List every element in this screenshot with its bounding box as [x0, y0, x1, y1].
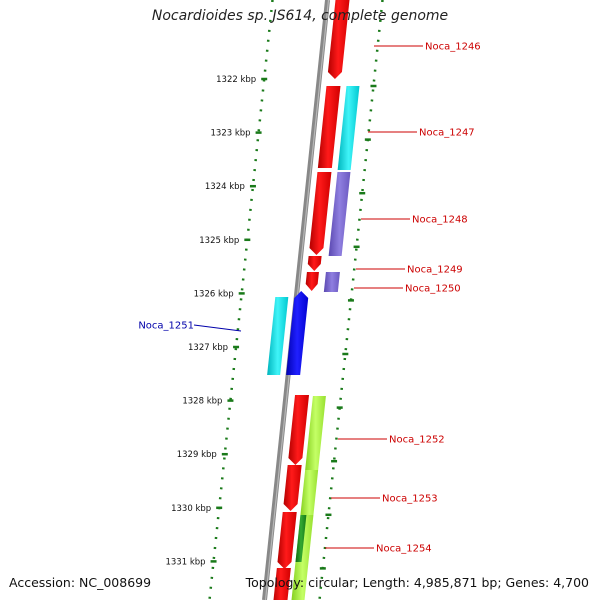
gene-label-noca-1249[interactable]: Noca_1249	[407, 265, 463, 276]
feature-track	[267, 0, 360, 600]
feature-noca-1254-domain[interactable]	[291, 515, 314, 600]
ruler-tick-label: 1331 kbp	[165, 557, 205, 567]
feature-noca-1252-domain[interactable]	[305, 396, 326, 470]
gene-noca-1246[interactable]	[327, 0, 351, 79]
genome-stats-text: Topology: circular; Length: 4,985,871 bp…	[245, 575, 589, 590]
ruler-tick-label: 1325 kbp	[199, 236, 239, 246]
ruler-dots-left	[208, 0, 274, 600]
feature-noca-1251-domain[interactable]	[267, 297, 289, 375]
accession-text: Accession: NC_008699	[9, 575, 152, 590]
gene-label-noca-1247[interactable]: Noca_1247	[419, 128, 475, 139]
feature-noca-1254-subdomain[interactable]	[295, 515, 307, 562]
feature-noca-1250-domain[interactable]	[323, 272, 340, 292]
ruler-tick-label: 1328 kbp	[182, 397, 222, 407]
gene-labels: Noca_1246 Noca_1247 Noca_1248 Noca_1249 Noca…	[138, 42, 480, 555]
gene-label-leader	[193, 324, 242, 332]
gene-noca-1250[interactable]	[305, 272, 319, 291]
gene-noca-1251[interactable]	[286, 291, 309, 375]
feature-noca-1248-domain[interactable]	[328, 172, 351, 256]
gene-label-noca-1253[interactable]: Noca_1253	[382, 494, 438, 505]
gene-label-noca-1250[interactable]: Noca_1250	[405, 284, 461, 295]
gene-label-noca-1251[interactable]: Noca_1251	[138, 321, 194, 332]
ruler-tick-label: 1323 kbp	[211, 129, 251, 139]
gene-noca-1249[interactable]	[307, 256, 322, 271]
gene-label-noca-1246[interactable]: Noca_1246	[425, 42, 481, 53]
gene-noca-1255-partial[interactable]	[272, 568, 291, 600]
gene-label-noca-1248[interactable]: Noca_1248	[412, 215, 468, 226]
ruler-tick-label: 1322 kbp	[216, 75, 256, 85]
ruler-tick-label: 1329 kbp	[177, 450, 217, 460]
gene-label-noca-1252[interactable]: Noca_1252	[389, 435, 445, 446]
gene-label-noca-1254[interactable]: Noca_1254	[376, 544, 432, 555]
gene-noca-1254[interactable]	[277, 512, 297, 569]
feature-noca-1247-domain[interactable]	[337, 86, 360, 170]
gene-noca-1248[interactable]	[309, 172, 332, 255]
gene-noca-1252[interactable]	[288, 395, 310, 465]
ruler-tick-label: 1324 kbp	[205, 182, 245, 192]
ruler-tick-label: 1327 kbp	[188, 343, 228, 353]
scale-ruler: 1322 kbp 1323 kbp 1324 kbp 1325 kbp 1326 kbp…	[165, 0, 384, 600]
gene-noca-1247[interactable]	[317, 86, 341, 168]
ruler-tick-label: 1326 kbp	[194, 289, 234, 299]
ruler-tick-label: 1330 kbp	[171, 504, 211, 514]
gene-noca-1253[interactable]	[283, 465, 302, 511]
map-title: Nocardioides sp. JS614, complete genome	[151, 8, 449, 24]
feature-noca-1253-domain[interactable]	[300, 470, 319, 515]
